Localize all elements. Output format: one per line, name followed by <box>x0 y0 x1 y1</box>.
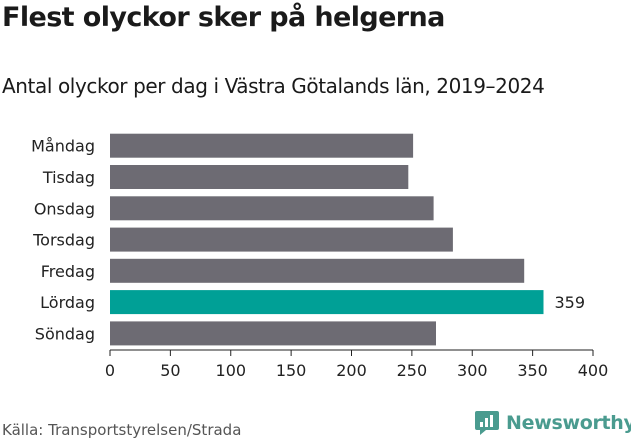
category-label-0: Måndag <box>31 137 95 156</box>
category-label-1: Tisdag <box>42 168 95 187</box>
bar-2 <box>110 196 434 221</box>
x-axis: 0 50 100 150 200 250 300 350 400 <box>105 349 609 380</box>
x-tick-label-8: 400 <box>578 361 609 380</box>
brand-name: Newsworthy <box>506 412 631 434</box>
x-tick-label-2: 100 <box>216 361 247 380</box>
category-label-2: Onsdag <box>34 199 95 218</box>
bar-5 <box>110 290 544 315</box>
bar-4 <box>110 258 525 283</box>
x-tick-label-5: 250 <box>397 361 428 380</box>
chart-subtitle: Antal olyckor per dag i Västra Götalands… <box>2 74 545 98</box>
category-labels: Måndag Tisdag Onsdag Torsdag Fredag Lördag Sön… <box>31 137 95 344</box>
category-label-4: Fredag <box>41 262 95 281</box>
x-tick-label-4: 200 <box>336 361 367 380</box>
bar-0 <box>110 133 414 158</box>
bar-3 <box>110 227 453 252</box>
brand-logo: Newsworthy <box>474 407 631 439</box>
bars-group <box>110 133 544 346</box>
bar-6 <box>110 321 436 346</box>
category-label-5: Lördag <box>40 293 95 312</box>
x-tick-label-6: 300 <box>457 361 488 380</box>
data-label-0: 359 <box>555 293 586 312</box>
category-label-6: Söndag <box>35 324 95 343</box>
source-note: Källa: Transportstyrelsen/Strada <box>2 421 242 439</box>
x-tick-label-7: 350 <box>517 361 548 380</box>
newsworthy-logo-icon <box>475 411 499 435</box>
x-tick-label-3: 150 <box>276 361 307 380</box>
data-labels: 359 <box>555 293 586 312</box>
bar-1 <box>110 165 409 189</box>
x-tick-label-0: 0 <box>105 361 115 380</box>
x-tick-label-1: 50 <box>160 361 180 380</box>
category-label-3: Torsdag <box>32 231 95 250</box>
chart-title: Flest olyckor sker på helgerna <box>2 2 445 33</box>
